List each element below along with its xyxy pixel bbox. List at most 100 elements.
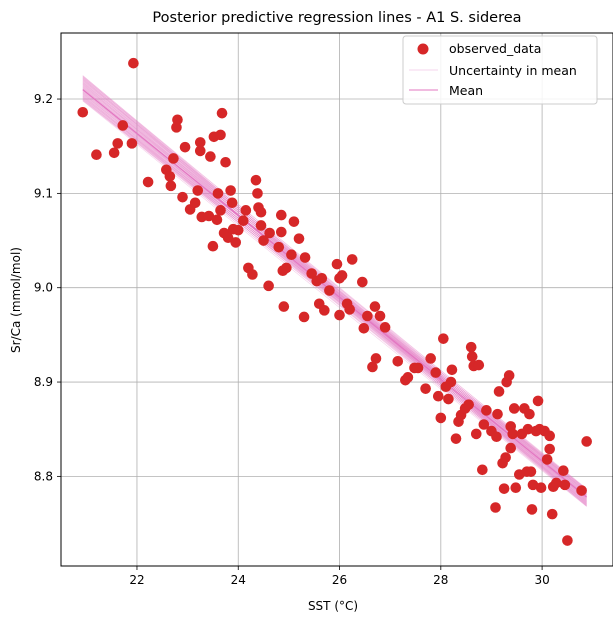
observed-point — [164, 171, 176, 182]
x-tick-label: 22 — [129, 573, 144, 587]
legend: observed_data Uncertainty in mean Mean — [402, 35, 598, 105]
observed-point — [510, 482, 522, 494]
observed-point — [288, 216, 300, 227]
observed-point — [562, 535, 573, 546]
uncertainty-line — [82, 93, 587, 498]
observed-point — [478, 419, 490, 430]
observed-point — [358, 322, 370, 334]
observed-point — [544, 430, 555, 442]
observed-point — [535, 482, 547, 494]
observed-point — [576, 485, 587, 496]
observed-point — [498, 483, 510, 494]
uncertainty-line — [82, 79, 587, 503]
observed-point — [275, 226, 287, 238]
observed-point — [172, 114, 183, 126]
observed-point — [255, 206, 267, 218]
y-tick-label: 9.2 — [34, 92, 53, 106]
mean-line — [82, 89, 588, 498]
observed-point — [192, 185, 204, 196]
observed-point — [252, 188, 263, 199]
observed-point — [525, 466, 537, 477]
uncertainty-line — [82, 78, 587, 506]
chart-title: Posterior predictive regression lines - … — [152, 10, 521, 26]
observed-point — [331, 258, 343, 270]
observed-point — [205, 151, 216, 162]
observed-point — [466, 351, 478, 362]
observed-point — [435, 412, 447, 424]
uncertainty-line — [82, 81, 587, 494]
observed-point — [108, 147, 120, 159]
observed-point — [507, 428, 519, 440]
observed-point — [500, 452, 511, 463]
uncertainty-line — [82, 85, 587, 504]
observed-point — [281, 262, 292, 274]
observed-point — [226, 197, 238, 209]
legend-label-observed: observed_data — [449, 41, 541, 56]
observed-point — [222, 232, 234, 244]
observed-point — [425, 353, 436, 364]
uncertainty-line — [82, 90, 587, 504]
observed-point — [430, 367, 442, 378]
observed-point — [344, 304, 355, 315]
observed-point — [334, 309, 345, 321]
observed-point — [189, 197, 201, 209]
observed-point — [230, 237, 242, 248]
plot-frame — [60, 32, 613, 567]
uncertainty-line — [82, 79, 587, 496]
legend-box — [402, 35, 598, 105]
uncertainty-line — [82, 95, 587, 507]
legend-label-uncertainty: Uncertainty in mean — [449, 63, 577, 78]
observed-point — [293, 233, 305, 244]
observed-point — [392, 355, 404, 367]
observed-point — [503, 370, 515, 381]
observed-point — [450, 433, 462, 444]
observed-point — [473, 359, 485, 371]
uncertainty-line — [82, 95, 587, 500]
observed-point — [357, 276, 368, 288]
uncertainty-line — [82, 89, 587, 507]
observed-point — [446, 364, 458, 376]
y-tick-label: 9.0 — [34, 281, 53, 295]
uncertainty-line — [82, 82, 587, 491]
x-ticks: 22 24 26 28 30 — [129, 566, 550, 587]
observed-point — [481, 405, 492, 416]
observed-point — [432, 390, 444, 402]
observed-point — [524, 408, 535, 420]
observed-point — [362, 310, 373, 322]
uncertainty-line — [82, 79, 587, 492]
y-tick-label: 9.1 — [34, 186, 53, 200]
observed-point — [379, 322, 391, 333]
observed-point — [194, 137, 206, 148]
observed-point — [177, 191, 188, 203]
observed-point — [240, 205, 252, 216]
uncertainty-line — [82, 92, 587, 501]
uncertainty-line — [82, 92, 587, 505]
observed-point — [232, 224, 244, 236]
uncertainty-line — [82, 85, 587, 497]
observed-point — [369, 301, 381, 312]
observed-point — [370, 353, 382, 364]
observed-point — [477, 464, 488, 476]
observed-point — [258, 235, 269, 246]
observed-point — [558, 465, 569, 477]
uncertainty-line — [82, 80, 587, 501]
y-tick-label: 8.8 — [34, 469, 53, 483]
mean-line-group — [82, 89, 588, 498]
observed-point — [207, 240, 219, 252]
observed-point — [126, 138, 138, 149]
uncertainty-line — [82, 88, 587, 491]
observed-point — [220, 156, 231, 168]
observed-point — [492, 408, 503, 420]
observed-point — [112, 138, 124, 149]
observed-point — [346, 254, 358, 265]
observed-point — [216, 107, 228, 119]
observed-point — [215, 205, 226, 216]
observed-point — [299, 252, 311, 263]
observed-point — [550, 477, 562, 489]
y-ticks: 8.8 8.9 9.0 9.1 9.2 — [34, 92, 61, 483]
uncertainty-line — [82, 80, 587, 489]
observed-point — [493, 386, 505, 397]
observed-point — [225, 185, 236, 196]
uncertainty-line — [82, 93, 587, 492]
uncertainty-line — [82, 94, 587, 496]
